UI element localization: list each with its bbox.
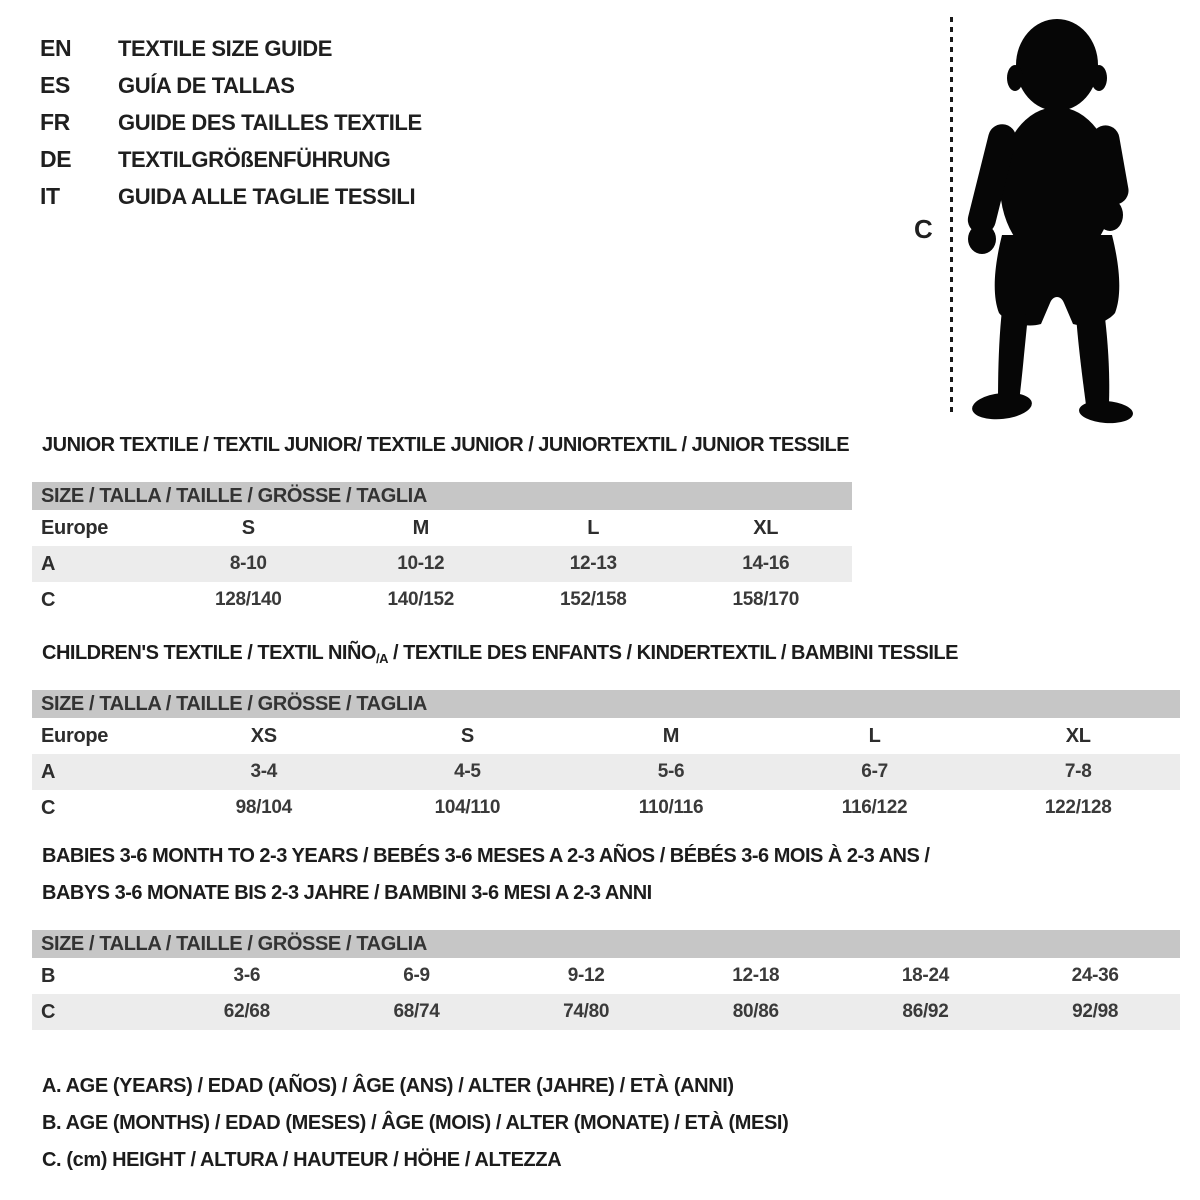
table-cell: 68/74	[393, 1001, 440, 1022]
junior-size-table: SIZE / TALLA / TAILLE / GRÖSSE / TAGLIA …	[32, 482, 852, 618]
table-row: C 98/104 104/110 110/116 116/122 122/128	[32, 790, 1180, 826]
language-list: EN TEXTILE SIZE GUIDE ES GUÍA DE TALLAS …	[40, 30, 422, 215]
legend-line-b: B. AGE (MONTHS) / EDAD (MESES) / ÂGE (MO…	[42, 1112, 789, 1134]
column-header: L	[868, 724, 881, 747]
size-table: B 3-6 6-9 9-12 12-18 18-24 24-36 C 62/68…	[32, 958, 1180, 1030]
column-header: XL	[1065, 724, 1091, 747]
column-header-row: Europe S M L XL	[32, 510, 852, 546]
lang-title: TEXTILGRÖßENFÜHRUNG	[118, 146, 391, 172]
children-title-suffix: / TEXTILE DES ENFANTS / KINDERTEXTIL / B…	[387, 642, 958, 664]
lang-row-de: DE TEXTILGRÖßENFÜHRUNG	[40, 141, 422, 178]
table-cell: 3-4	[250, 761, 278, 782]
children-title-prefix: CHILDREN'S TEXTILE / TEXTIL NIÑO	[42, 642, 376, 664]
column-header: S	[241, 516, 255, 539]
table-cell: 6-7	[861, 761, 888, 782]
lang-title: GUIDE DES TAILLES TEXTILE	[118, 109, 422, 135]
size-header-label: SIZE / TALLA / TAILLE / GRÖSSE / TAGLIA	[41, 692, 427, 715]
lang-code: EN	[40, 35, 72, 61]
table-cell: 98/104	[235, 797, 293, 818]
table-cell: 5-6	[657, 761, 685, 782]
table-row: C 128/140 140/152 152/158 158/170	[32, 582, 852, 618]
legend: A. AGE (YEARS) / EDAD (AÑOS) / ÂGE (ANS)…	[42, 1068, 789, 1179]
table-row: A 3-4 4-5 5-6 6-7 7-8	[32, 754, 1180, 790]
lang-code: ES	[40, 72, 70, 98]
column-header: L	[587, 516, 600, 539]
table-cell: 8-10	[229, 553, 267, 574]
babies-size-table: SIZE / TALLA / TAILLE / GRÖSSE / TAGLIA …	[32, 930, 1180, 1030]
row-label: C	[41, 1000, 56, 1023]
column-header-row: Europe XS S M L XL	[32, 718, 1180, 754]
table-cell: 140/152	[387, 589, 455, 610]
table-cell: 18-24	[901, 965, 949, 986]
row-label: A	[41, 552, 56, 575]
toddler-silhouette-icon	[967, 19, 1133, 424]
table-cell: 116/122	[841, 797, 908, 818]
table-cell: 122/128	[1044, 797, 1112, 818]
table-cell: 7-8	[1064, 761, 1092, 782]
table-cell: 128/140	[214, 589, 282, 610]
table-cell: 12-13	[569, 553, 617, 574]
table-cell: 104/110	[434, 797, 501, 818]
lang-code: DE	[40, 146, 72, 172]
row-label: C	[41, 588, 56, 611]
legend-line-c: C. (cm) HEIGHT / ALTURA / HAUTEUR / HÖHE…	[42, 1149, 562, 1171]
table-row: C 62/68 68/74 74/80 80/86 86/92 92/98	[32, 994, 1180, 1030]
table-cell: 92/98	[1072, 1001, 1119, 1022]
height-dashed-line	[950, 17, 953, 417]
column-header: M	[412, 516, 430, 539]
table-cell: 86/92	[902, 1001, 949, 1022]
lang-code: FR	[40, 109, 70, 135]
table-cell: 62/68	[223, 1001, 270, 1022]
table-cell: 6-9	[403, 965, 430, 986]
column-header: S	[460, 724, 474, 747]
lang-row-es: ES GUÍA DE TALLAS	[40, 67, 422, 104]
column-header: XL	[753, 516, 779, 539]
lang-title: TEXTILE SIZE GUIDE	[118, 35, 333, 61]
lang-code: IT	[40, 183, 60, 209]
table-row: B 3-6 6-9 9-12 12-18 18-24 24-36	[32, 958, 1180, 994]
children-size-table: SIZE / TALLA / TAILLE / GRÖSSE / TAGLIA …	[32, 690, 1180, 826]
size-header-bar: SIZE / TALLA / TAILLE / GRÖSSE / TAGLIA	[32, 482, 852, 510]
toddler-silhouette-shapes	[967, 19, 1133, 424]
table-cell: 10-12	[397, 553, 445, 574]
size-header-bar: SIZE / TALLA / TAILLE / GRÖSSE / TAGLIA	[32, 690, 1180, 718]
table-cell: 12-18	[732, 965, 780, 986]
height-c-label: C	[914, 214, 933, 244]
table-cell: 14-16	[742, 553, 790, 574]
column-header: XS	[250, 724, 277, 747]
size-table: Europe S M L XL A 8-10 10-12 12-13 14-16…	[32, 510, 852, 618]
table-cell: 4-5	[454, 761, 481, 782]
size-header-label: SIZE / TALLA / TAILLE / GRÖSSE / TAGLIA	[41, 484, 427, 507]
size-header-label: SIZE / TALLA / TAILLE / GRÖSSE / TAGLIA	[41, 932, 427, 955]
lang-row-fr: FR GUIDE DES TAILLES TEXTILE	[40, 104, 422, 141]
section-title-children: CHILDREN'S TEXTILE / TEXTIL NIÑO/A / TEX…	[42, 642, 958, 666]
table-cell: 24-36	[1071, 965, 1119, 986]
section-title-junior: JUNIOR TEXTILE / TEXTIL JUNIOR/ TEXTILE …	[42, 434, 850, 456]
table-cell: 158/170	[732, 589, 800, 610]
column-header: Europe	[41, 516, 109, 539]
lang-title: GUIDA ALLE TAGLIE TESSILI	[118, 183, 416, 209]
column-header: Europe	[41, 724, 109, 747]
row-label: C	[41, 796, 56, 819]
legend-line-a: A. AGE (YEARS) / EDAD (AÑOS) / ÂGE (ANS)…	[42, 1075, 734, 1097]
table-cell: 3-6	[233, 965, 261, 986]
table-cell: 80/86	[732, 1001, 779, 1022]
section-title-babies-line1: BABIES 3-6 MONTH TO 2-3 YEARS / BEBÉS 3-…	[42, 845, 930, 867]
lang-row-en: EN TEXTILE SIZE GUIDE	[40, 30, 422, 67]
table-cell: 9-12	[567, 965, 605, 986]
children-title-sub: /A	[375, 651, 389, 666]
size-header-bar: SIZE / TALLA / TAILLE / GRÖSSE / TAGLIA	[32, 930, 1180, 958]
table-cell: 74/80	[563, 1001, 610, 1022]
row-label: B	[41, 964, 56, 987]
section-title-babies-line2: BABYS 3-6 MONATE BIS 2-3 JAHRE / BAMBINI…	[42, 882, 652, 904]
table-cell: 110/116	[638, 797, 704, 818]
row-label: A	[41, 760, 56, 783]
table-row: A 8-10 10-12 12-13 14-16	[32, 546, 852, 582]
lang-title: GUÍA DE TALLAS	[118, 72, 295, 98]
table-cell: 152/158	[559, 589, 627, 610]
lang-row-it: IT GUIDA ALLE TAGLIE TESSILI	[40, 178, 422, 215]
size-table: Europe XS S M L XL A 3-4 4-5 5-6 6-7 7-8…	[32, 718, 1180, 826]
column-header: M	[662, 724, 680, 747]
